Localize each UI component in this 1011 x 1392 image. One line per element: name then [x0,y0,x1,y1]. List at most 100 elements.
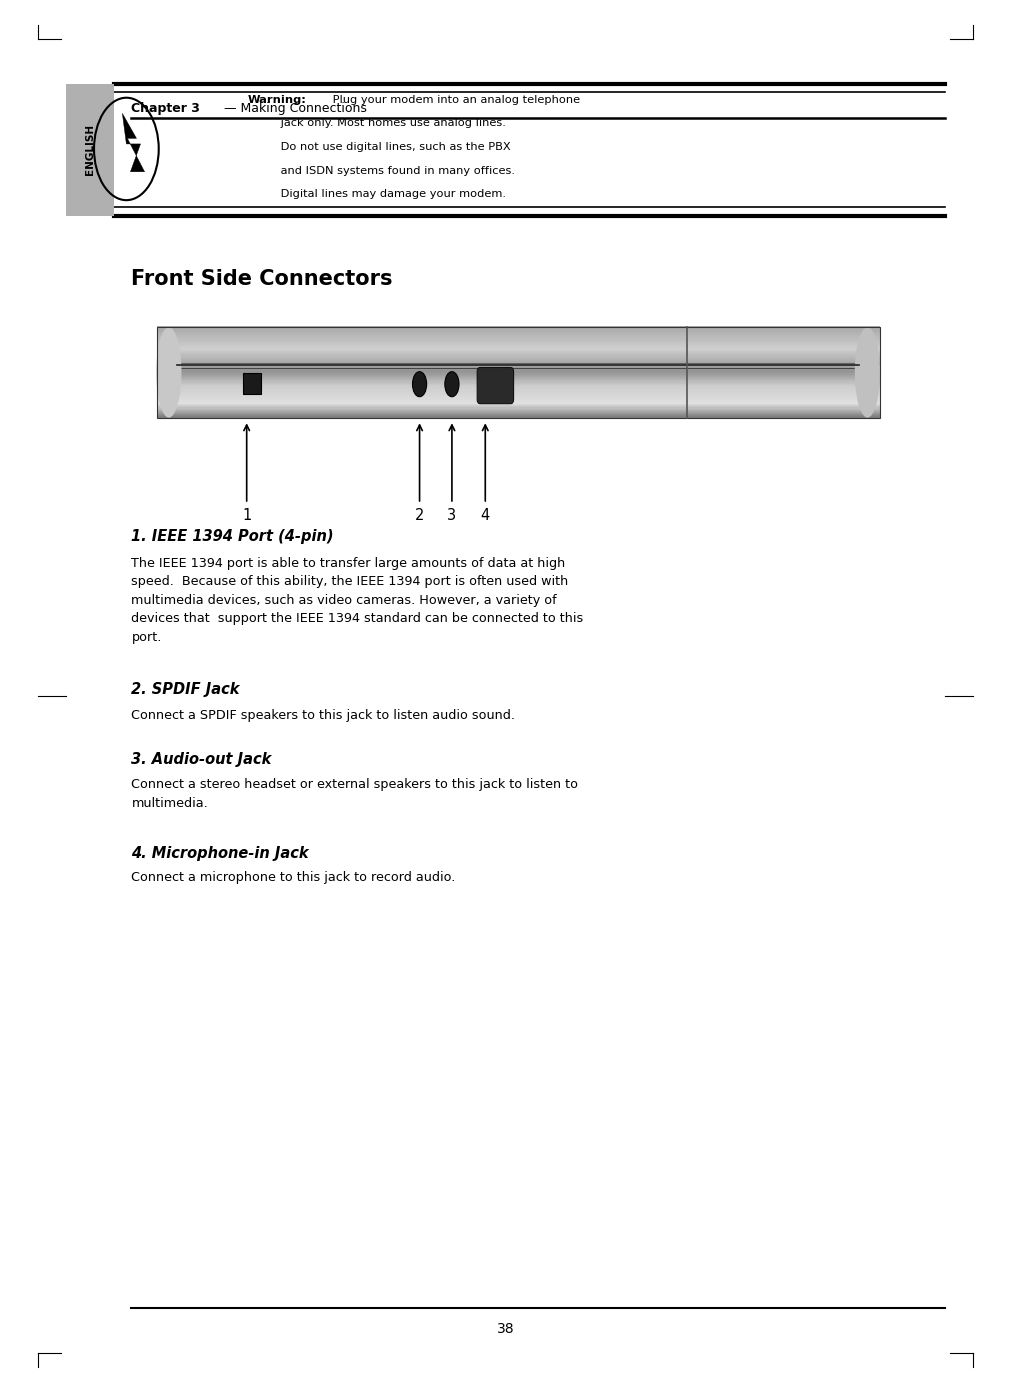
Text: — Making Connections: — Making Connections [220,102,367,114]
Bar [157,334,880,337]
Bar [157,327,880,418]
Bar [157,390,880,391]
Bar [157,400,880,402]
Text: 3: 3 [447,508,457,523]
Bar [157,359,880,361]
Ellipse shape [445,372,459,397]
Text: 2. SPDIF Jack: 2. SPDIF Jack [131,682,240,697]
Bar [157,341,880,344]
Bar [157,342,880,345]
Bar [157,406,880,409]
Bar [157,411,880,413]
Bar [157,345,880,348]
Bar [157,381,880,384]
Text: 1: 1 [242,508,252,523]
Bar [157,329,880,331]
Bar [157,395,880,397]
Bar [157,367,880,370]
Bar [157,372,880,373]
Bar [157,351,880,354]
Bar [157,361,880,363]
Bar [157,369,880,372]
Bar [157,398,880,401]
Text: 2: 2 [415,508,425,523]
Text: jack only. Most homes use analog lines.: jack only. Most homes use analog lines. [248,118,506,128]
Bar [157,391,880,394]
Bar [157,337,880,340]
Bar [157,413,880,416]
Text: Do not use digital lines, such as the PBX: Do not use digital lines, such as the PB… [248,142,511,152]
Bar [157,338,880,341]
Bar [157,408,880,411]
Ellipse shape [854,327,880,418]
Bar [157,395,880,398]
Bar [157,347,880,348]
Bar [157,366,880,369]
Text: Connect a microphone to this jack to record audio.: Connect a microphone to this jack to rec… [131,871,456,884]
Text: and ISDN systems found in many offices.: and ISDN systems found in many offices. [248,166,515,175]
Text: Digital lines may damage your modem.: Digital lines may damage your modem. [248,189,506,199]
Bar [157,409,880,412]
Bar [66,84,114,216]
Bar [157,401,880,404]
Bar [157,352,880,354]
Text: Plug your modem into an analog telephone: Plug your modem into an analog telephone [329,95,579,104]
Text: ENGLISH: ENGLISH [85,124,95,175]
Bar [157,405,880,408]
Text: 4. Microphone-in Jack: 4. Microphone-in Jack [131,846,309,862]
Bar [157,326,880,329]
Text: Chapter 3: Chapter 3 [131,102,200,114]
Text: 38: 38 [496,1322,515,1336]
Bar [157,387,880,390]
Bar [157,331,880,334]
Bar [157,408,880,409]
Bar [157,340,880,342]
Bar [157,341,880,342]
Bar [157,327,880,330]
Bar [157,330,880,333]
Bar [157,384,880,387]
Bar [157,386,880,388]
Text: The IEEE 1394 port is able to transfer large amounts of data at high
speed.  Bec: The IEEE 1394 port is able to transfer l… [131,557,583,643]
Bar [157,335,880,337]
Ellipse shape [157,327,182,418]
Bar [157,397,880,400]
Bar [157,377,880,380]
Bar [157,383,880,386]
Bar [157,344,880,347]
Text: Warning:: Warning: [248,95,306,104]
Bar [157,362,880,365]
Text: Connect a SPDIF speakers to this jack to listen audio sound.: Connect a SPDIF speakers to this jack to… [131,709,516,721]
Bar [157,415,880,418]
Bar [157,402,880,405]
Bar [157,388,880,390]
Bar [157,412,880,415]
Bar [157,333,880,335]
Text: Front Side Connectors: Front Side Connectors [131,269,393,288]
Bar [157,365,880,366]
Text: 4: 4 [480,508,490,523]
Bar [157,356,880,359]
Bar [157,379,880,381]
Bar [157,349,880,352]
Bar [243,373,261,394]
Bar [157,383,880,384]
Bar [157,363,880,366]
Bar [157,347,880,349]
Bar [157,354,880,355]
Bar [157,335,880,338]
Bar [157,348,880,351]
Bar [157,376,880,379]
Bar [157,401,880,402]
Bar [157,365,880,367]
Bar [157,355,880,358]
Bar [157,404,880,406]
Text: 1. IEEE 1394 Port (4-pin): 1. IEEE 1394 Port (4-pin) [131,529,334,544]
FancyBboxPatch shape [477,367,514,404]
Bar [157,413,880,415]
Bar [157,329,880,330]
Bar [157,380,880,383]
Bar [157,374,880,377]
Bar [157,390,880,393]
Bar [157,394,880,397]
